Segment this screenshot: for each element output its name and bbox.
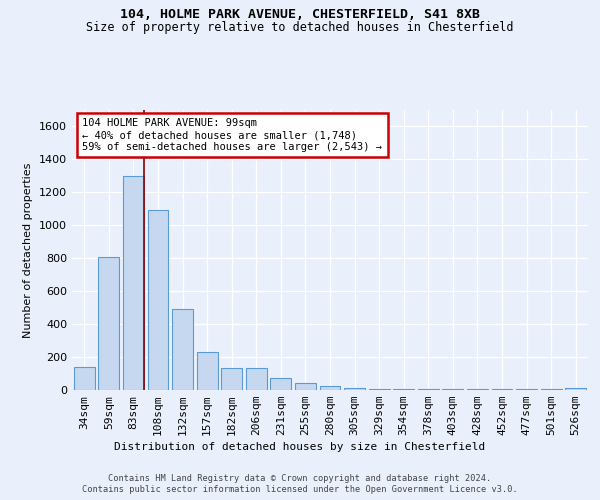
Bar (418, 389, 439, 390)
Text: Contains public sector information licensed under the Open Government Licence v3: Contains public sector information licen… (82, 485, 518, 494)
Bar (148, 210, 169, 390)
Bar (467, 389, 488, 390)
Bar (344, 388, 365, 390)
Bar (246, 368, 267, 390)
Bar (221, 368, 242, 390)
Text: Distribution of detached houses by size in Chesterfield: Distribution of detached houses by size … (115, 442, 485, 452)
Bar (368, 389, 389, 390)
Bar (541, 389, 562, 390)
Bar (442, 389, 463, 390)
Bar (98, 256, 119, 390)
Bar (320, 386, 340, 390)
Text: 104, HOLME PARK AVENUE, CHESTERFIELD, S41 8XB: 104, HOLME PARK AVENUE, CHESTERFIELD, S4… (120, 8, 480, 20)
Bar (197, 352, 218, 390)
Bar (123, 176, 144, 390)
Bar (271, 378, 292, 390)
Bar (491, 389, 512, 390)
Bar (565, 388, 586, 390)
Text: Size of property relative to detached houses in Chesterfield: Size of property relative to detached ho… (86, 21, 514, 34)
Y-axis label: Number of detached properties: Number of detached properties (23, 162, 34, 338)
Text: 104 HOLME PARK AVENUE: 99sqm
← 40% of detached houses are smaller (1,748)
59% of: 104 HOLME PARK AVENUE: 99sqm ← 40% of de… (82, 118, 382, 152)
Bar (172, 310, 193, 390)
Text: Contains HM Land Registry data © Crown copyright and database right 2024.: Contains HM Land Registry data © Crown c… (109, 474, 491, 483)
Bar (74, 367, 95, 390)
Bar (393, 389, 414, 390)
Bar (295, 384, 316, 390)
Bar (516, 389, 537, 390)
